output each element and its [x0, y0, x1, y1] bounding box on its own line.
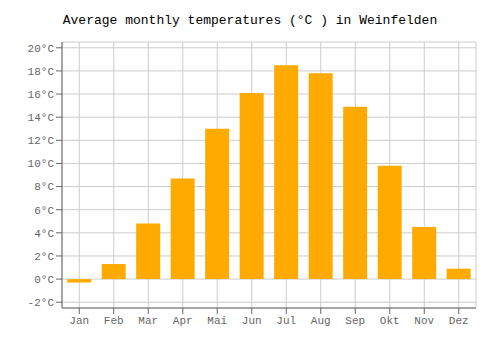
svg-text:Jan: Jan [69, 315, 89, 327]
svg-text:Dez: Dez [449, 315, 469, 327]
svg-text:Feb: Feb [104, 315, 124, 327]
svg-text:Jun: Jun [242, 315, 262, 327]
svg-text:Apr: Apr [173, 315, 193, 327]
svg-text:Sep: Sep [345, 315, 365, 327]
svg-text:14°C: 14°C [28, 112, 55, 124]
svg-text:16°C: 16°C [28, 89, 55, 101]
svg-text:Aug: Aug [311, 315, 331, 327]
svg-text:6°C: 6°C [34, 205, 54, 217]
svg-text:-2°C: -2°C [28, 297, 55, 309]
svg-text:10°C: 10°C [28, 158, 55, 170]
svg-text:Jul: Jul [276, 315, 296, 327]
svg-text:Mai: Mai [207, 315, 227, 327]
svg-text:20°C: 20°C [28, 43, 55, 55]
svg-text:18°C: 18°C [28, 66, 55, 78]
svg-text:4°C: 4°C [34, 228, 54, 240]
html-text:Average monthly temperatures (: Average monthly temperatures (°C ) in We… [62, 13, 438, 28]
svg-text:Nov: Nov [414, 315, 434, 327]
svg-text:Okt: Okt [380, 315, 400, 327]
svg-text:Mar: Mar [138, 315, 158, 327]
svg-text:2°C: 2°C [34, 251, 54, 263]
svg-text:12°C: 12°C [28, 135, 55, 147]
svg-text:8°C: 8°C [34, 181, 54, 193]
svg-text:0°C: 0°C [34, 274, 54, 286]
